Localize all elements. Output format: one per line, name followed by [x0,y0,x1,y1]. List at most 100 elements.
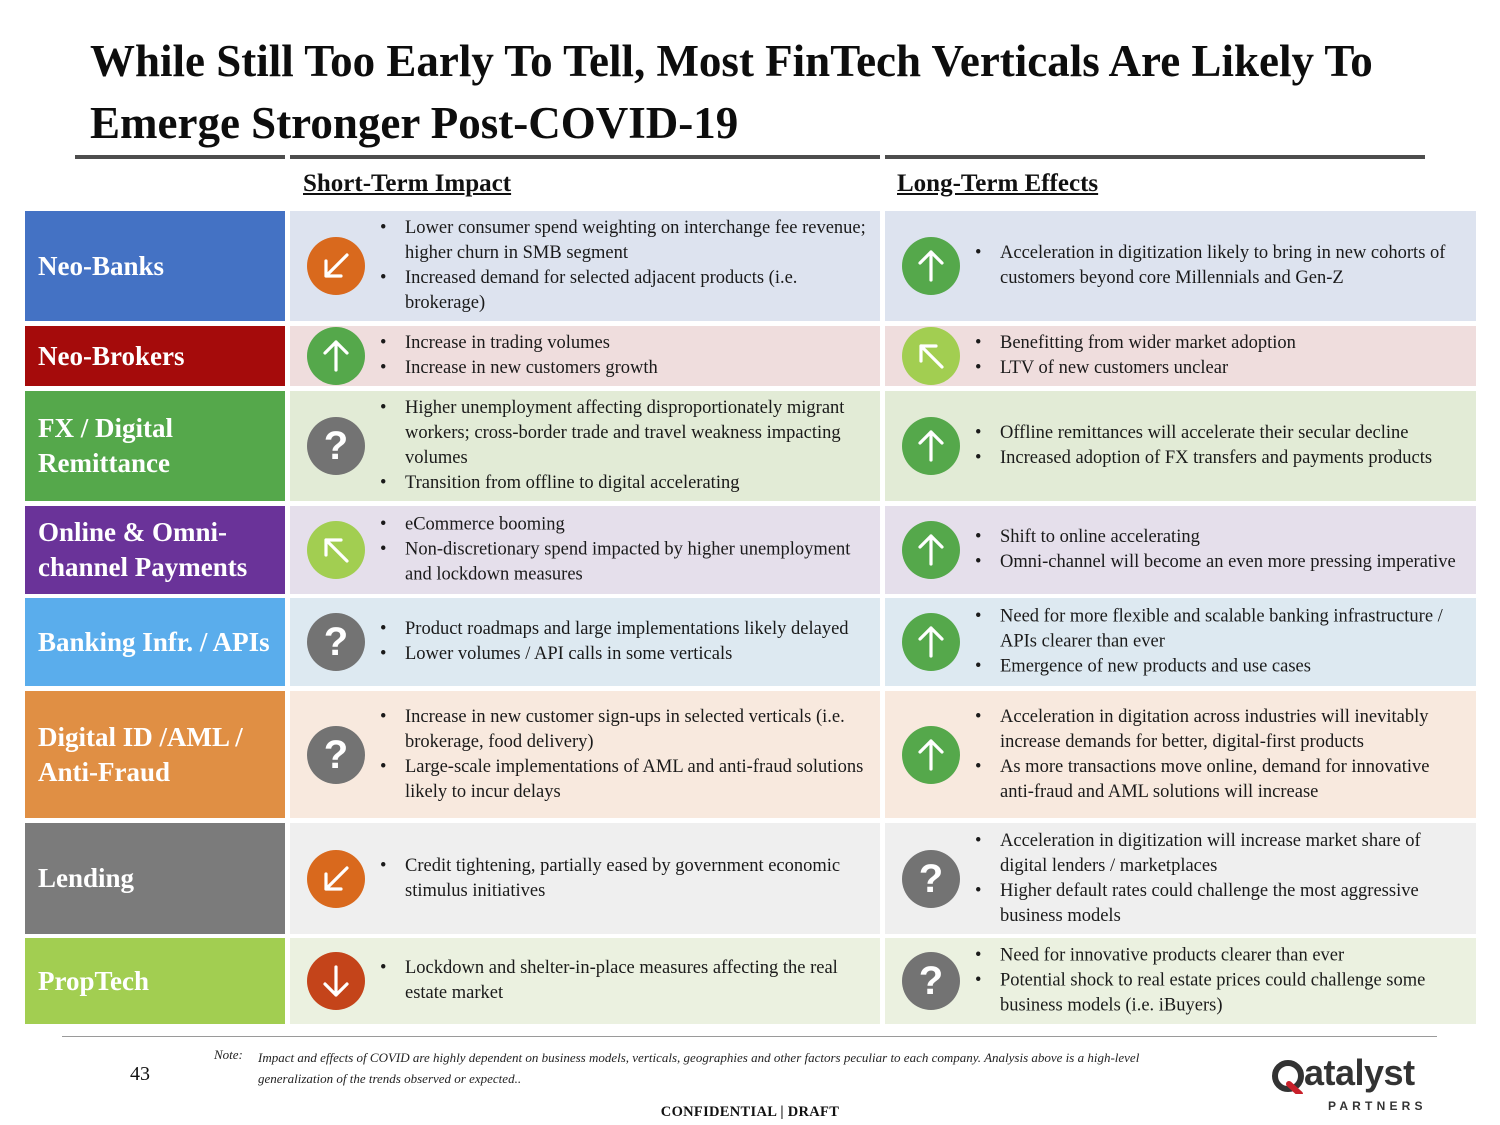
question-icon: ? [307,613,365,671]
short-term-cell: ? Increase in new customer sign-ups in se… [290,691,880,818]
bullet-item: As more transactions move online, demand… [975,755,1468,805]
short-term-bullets: Higher unemployment affecting disproport… [380,396,872,496]
bullet-item: Offline remittances will accelerate thei… [975,421,1468,446]
short-term-bullets: Lockdown and shelter-in-place measures a… [380,956,872,1006]
header-rule-label [75,155,285,159]
arrow-down-left-icon [307,237,365,295]
long-term-header: Long-Term Effects [897,170,1099,197]
bullet-item: Acceleration in digitization likely to b… [975,241,1468,291]
confidential-label: CONFIDENTIAL | DRAFT [660,1104,840,1120]
short-term-bullets: eCommerce boomingNon-discretionary spend… [380,513,872,588]
bullet-item: Potential shock to real estate prices co… [975,969,1468,1019]
long-term-bullets: Need for innovative products clearer tha… [975,944,1468,1019]
bullet-item: Increased demand for selected adjacent p… [380,266,872,316]
arrow-down-left-icon [307,849,365,908]
table-row: Digital ID /AML / Anti-Fraud? Increase in… [25,691,1476,818]
logo-q-mark-icon [1272,1060,1304,1094]
footer-divider [62,1036,1437,1037]
bullet-item: Lower volumes / API calls in some vertic… [380,642,872,667]
bullet-item: Acceleration in digitation across indust… [975,705,1468,755]
long-term-cell: Shift to online acceleratingOmni-channel… [885,506,1476,594]
short-term-cell: Credit tightening, partially eased by go… [290,823,880,934]
logo-subtitle: PARTNERS [1328,1099,1427,1113]
bullet-item: Lower consumer spend weighting on interc… [380,216,872,266]
question-icon: ? [307,725,365,784]
short-term-bullets: Lower consumer spend weighting on interc… [380,216,872,316]
question-icon: ? [902,952,960,1010]
bullet-item: Higher default rates could challenge the… [975,879,1468,929]
short-term-bullets: Product roadmaps and large implementatio… [380,617,872,667]
long-term-cell: Benefitting from wider market adoptionLT… [885,326,1476,386]
arrow-up-icon [902,613,960,671]
bullet-item: Product roadmaps and large implementatio… [380,617,872,642]
long-term-cell: ? Acceleration in digitization will incre… [885,823,1476,934]
row-label: Lending [25,823,285,934]
long-term-bullets: Acceleration in digitation across indust… [975,705,1468,805]
bullet-item: Lockdown and shelter-in-place measures a… [380,956,872,1006]
bullet-item: eCommerce booming [380,513,872,538]
header-rule-long [885,155,1425,159]
long-term-cell: ? Need for innovative products clearer th… [885,938,1476,1024]
row-label: Online & Omni-channel Payments [25,506,285,594]
row-label: Neo-Banks [25,211,285,321]
short-term-cell: Increase in trading volumesIncrease in n… [290,326,880,386]
bullet-item: LTV of new customers unclear [975,356,1468,381]
long-term-bullets: Offline remittances will accelerate thei… [975,421,1468,471]
bullet-item: Shift to online accelerating [975,525,1468,550]
row-label: Digital ID /AML / Anti-Fraud [25,691,285,818]
long-term-bullets: Need for more flexible and scalable bank… [975,605,1468,680]
note-label: Note: [214,1047,243,1062]
long-term-bullets: Acceleration in digitization likely to b… [975,241,1468,291]
long-term-bullets: Shift to online acceleratingOmni-channel… [975,525,1468,575]
arrow-up-left-icon [902,327,960,385]
bullet-item: Emergence of new products and use cases [975,655,1468,680]
bullet-item: Higher unemployment affecting disproport… [380,396,872,471]
table-row: FX / Digital Remittance? Higher unemploym… [25,391,1476,501]
page-title: While Still Too Early To Tell, Most FinT… [90,36,1373,148]
bullet-item: Increase in new customer sign-ups in sel… [380,705,872,755]
row-label: Neo-Brokers [25,326,285,386]
row-label: Banking Infr. / APIs [25,598,285,686]
bullet-item: Benefitting from wider market adoption [975,331,1468,356]
bullet-item: Transition from offline to digital accel… [380,471,872,496]
long-term-bullets: Benefitting from wider market adoptionLT… [975,331,1468,381]
short-term-cell: ? Higher unemployment affecting dispropor… [290,391,880,501]
arrow-up-icon [902,521,960,579]
long-term-cell: Need for more flexible and scalable bank… [885,598,1476,686]
arrow-up-icon [902,725,960,784]
short-term-bullets: Increase in new customer sign-ups in sel… [380,705,872,805]
bullet-item: Need for more flexible and scalable bank… [975,605,1468,655]
bullet-item: Need for innovative products clearer tha… [975,944,1468,969]
short-term-cell: Lower consumer spend weighting on interc… [290,211,880,321]
footnote: Impact and effects of COVID are highly d… [258,1050,1140,1086]
bullet-item: Omni-channel will become an even more pr… [975,550,1468,575]
long-term-bullets: Acceleration in digitization will increa… [975,829,1468,929]
short-term-bullets: Credit tightening, partially eased by go… [380,854,872,904]
question-icon: ? [307,417,365,475]
arrow-up-icon [902,237,960,295]
row-label: FX / Digital Remittance [25,391,285,501]
bullet-item: Acceleration in digitization will increa… [975,829,1468,879]
bullet-item: Non-discretionary spend impacted by high… [380,538,872,588]
bullet-item: Increase in trading volumes [380,331,872,356]
short-term-header: Short-Term Impact [303,170,512,197]
table-row: Neo-Brokers Increase in trading volumesIn… [25,326,1476,386]
table-row: PropTech Lockdown and shelter-in-place me… [25,938,1476,1024]
table-row: Neo-Banks Lower consumer spend weighting … [25,211,1476,321]
long-term-cell: Acceleration in digitization likely to b… [885,211,1476,321]
long-term-cell: Offline remittances will accelerate thei… [885,391,1476,501]
bullet-item: Credit tightening, partially eased by go… [380,854,872,904]
bullet-item: Increase in new customers growth [380,356,872,381]
short-term-cell: Lockdown and shelter-in-place measures a… [290,938,880,1024]
short-term-cell: eCommerce boomingNon-discretionary spend… [290,506,880,594]
short-term-bullets: Increase in trading volumesIncrease in n… [380,331,872,381]
question-icon: ? [902,849,960,908]
arrow-up-icon [902,417,960,475]
long-term-cell: Acceleration in digitation across indust… [885,691,1476,818]
arrow-up-left-icon [307,521,365,579]
bullet-item: Increased adoption of FX transfers and p… [975,446,1468,471]
arrow-up-icon [307,327,365,385]
page-number: 43 [130,1063,150,1085]
logo-wordmark: atalyst [1304,1052,1415,1093]
arrow-down-icon [307,952,365,1010]
